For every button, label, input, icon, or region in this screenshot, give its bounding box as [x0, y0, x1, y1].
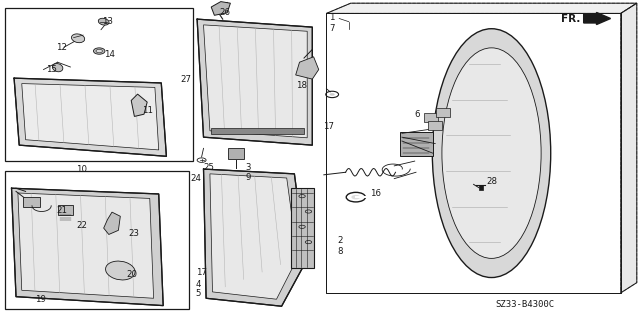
Text: 9: 9 [245, 173, 250, 182]
Text: 6: 6 [415, 110, 420, 119]
Ellipse shape [106, 261, 135, 280]
Circle shape [330, 93, 335, 96]
Text: 20: 20 [127, 271, 138, 279]
Text: 18: 18 [296, 81, 307, 90]
Polygon shape [291, 188, 314, 268]
Ellipse shape [99, 18, 109, 25]
Text: 28: 28 [486, 177, 497, 186]
Polygon shape [296, 57, 319, 79]
Ellipse shape [72, 34, 84, 43]
Text: 2: 2 [337, 236, 343, 245]
Text: 8: 8 [337, 247, 343, 256]
Text: 3: 3 [245, 163, 251, 172]
Text: 27: 27 [180, 75, 191, 84]
FancyBboxPatch shape [211, 128, 304, 134]
Ellipse shape [96, 49, 102, 53]
Text: 23: 23 [128, 229, 139, 238]
Text: 17: 17 [196, 268, 207, 277]
Polygon shape [131, 94, 147, 116]
Polygon shape [326, 3, 637, 13]
Polygon shape [621, 3, 637, 293]
Text: 4: 4 [195, 280, 201, 289]
Text: 22: 22 [77, 221, 88, 230]
Text: 24: 24 [191, 174, 202, 182]
Ellipse shape [442, 48, 541, 258]
Text: 5: 5 [195, 289, 201, 298]
Text: 21: 21 [56, 206, 67, 215]
Text: 13: 13 [102, 17, 113, 26]
FancyArrow shape [584, 12, 611, 25]
Text: 25: 25 [203, 163, 214, 172]
Polygon shape [204, 25, 307, 138]
Text: 16: 16 [370, 189, 381, 198]
Text: 11: 11 [142, 106, 153, 115]
Polygon shape [18, 193, 154, 298]
Ellipse shape [433, 29, 550, 278]
Bar [5, 8, 193, 161]
Circle shape [351, 195, 360, 199]
FancyBboxPatch shape [428, 121, 442, 130]
Polygon shape [197, 19, 312, 145]
Ellipse shape [52, 63, 63, 72]
FancyBboxPatch shape [228, 148, 244, 159]
Text: 15: 15 [46, 65, 57, 74]
Polygon shape [104, 212, 120, 234]
FancyBboxPatch shape [23, 197, 40, 207]
FancyBboxPatch shape [58, 205, 73, 215]
Ellipse shape [93, 48, 105, 54]
Polygon shape [22, 84, 159, 150]
FancyBboxPatch shape [436, 108, 450, 117]
Text: 14: 14 [104, 50, 115, 59]
Polygon shape [14, 78, 166, 156]
Polygon shape [204, 169, 306, 306]
Text: 1: 1 [329, 13, 335, 22]
Polygon shape [211, 2, 230, 15]
Text: 12: 12 [56, 43, 67, 52]
Text: 17: 17 [323, 122, 334, 130]
Text: 26: 26 [219, 8, 230, 17]
Polygon shape [12, 188, 163, 306]
Text: SZ33-B4300C: SZ33-B4300C [495, 300, 554, 309]
Polygon shape [210, 174, 298, 299]
FancyBboxPatch shape [400, 132, 433, 156]
Text: 19: 19 [35, 295, 46, 304]
Text: FR.: FR. [561, 13, 580, 24]
Text: 7: 7 [329, 24, 335, 33]
FancyBboxPatch shape [424, 113, 438, 122]
Bar [5, 171, 189, 309]
Text: 10: 10 [76, 165, 86, 174]
FancyBboxPatch shape [479, 185, 483, 190]
